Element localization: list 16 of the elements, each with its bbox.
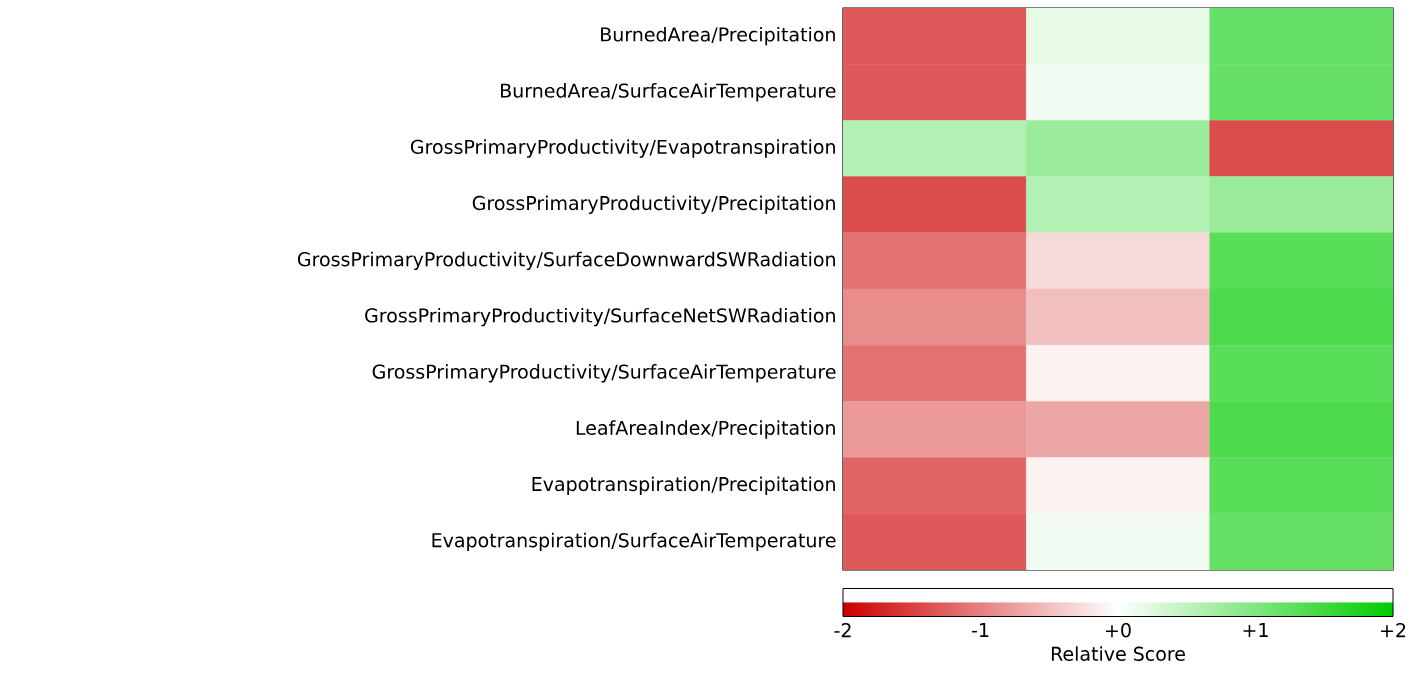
y-tick-label: GrossPrimaryProductivity/SurfaceNetSWRadiation xyxy=(365,307,835,327)
y-tick-label: GrossPrimaryProductivity/SurfaceAirTemperature xyxy=(372,364,836,383)
y-tick-label: Evapotranspiration/Precipitation xyxy=(532,476,835,495)
y-tick-label: GrossPrimaryProductivity/SurfaceDownwardSWRadiation xyxy=(297,251,835,271)
y-tick-label: BurnedArea/Precipitation xyxy=(601,26,835,46)
color-bar-label: -2 xyxy=(834,623,851,638)
y-tick-label: Evapotranspiration/SurfaceAirTemperature xyxy=(432,532,836,552)
color-bar-label: +2 xyxy=(1381,623,1406,638)
y-tick-label: BurnedArea/SurfaceAirTemperature xyxy=(501,83,836,102)
color-bar-title: Relative Score xyxy=(1051,646,1185,661)
color-bar-label: +1 xyxy=(1243,623,1268,637)
y-tick-label: GrossPrimaryProductivity/Precipitation xyxy=(472,195,835,214)
color-bar-label: +0 xyxy=(1106,623,1131,638)
y-tick-label: LeafAreaIndex/Precipitation xyxy=(576,420,835,439)
y-tick-label: GrossPrimaryProductivity/Evapotranspiration xyxy=(410,139,835,158)
color-bar-label: -1 xyxy=(971,623,989,637)
